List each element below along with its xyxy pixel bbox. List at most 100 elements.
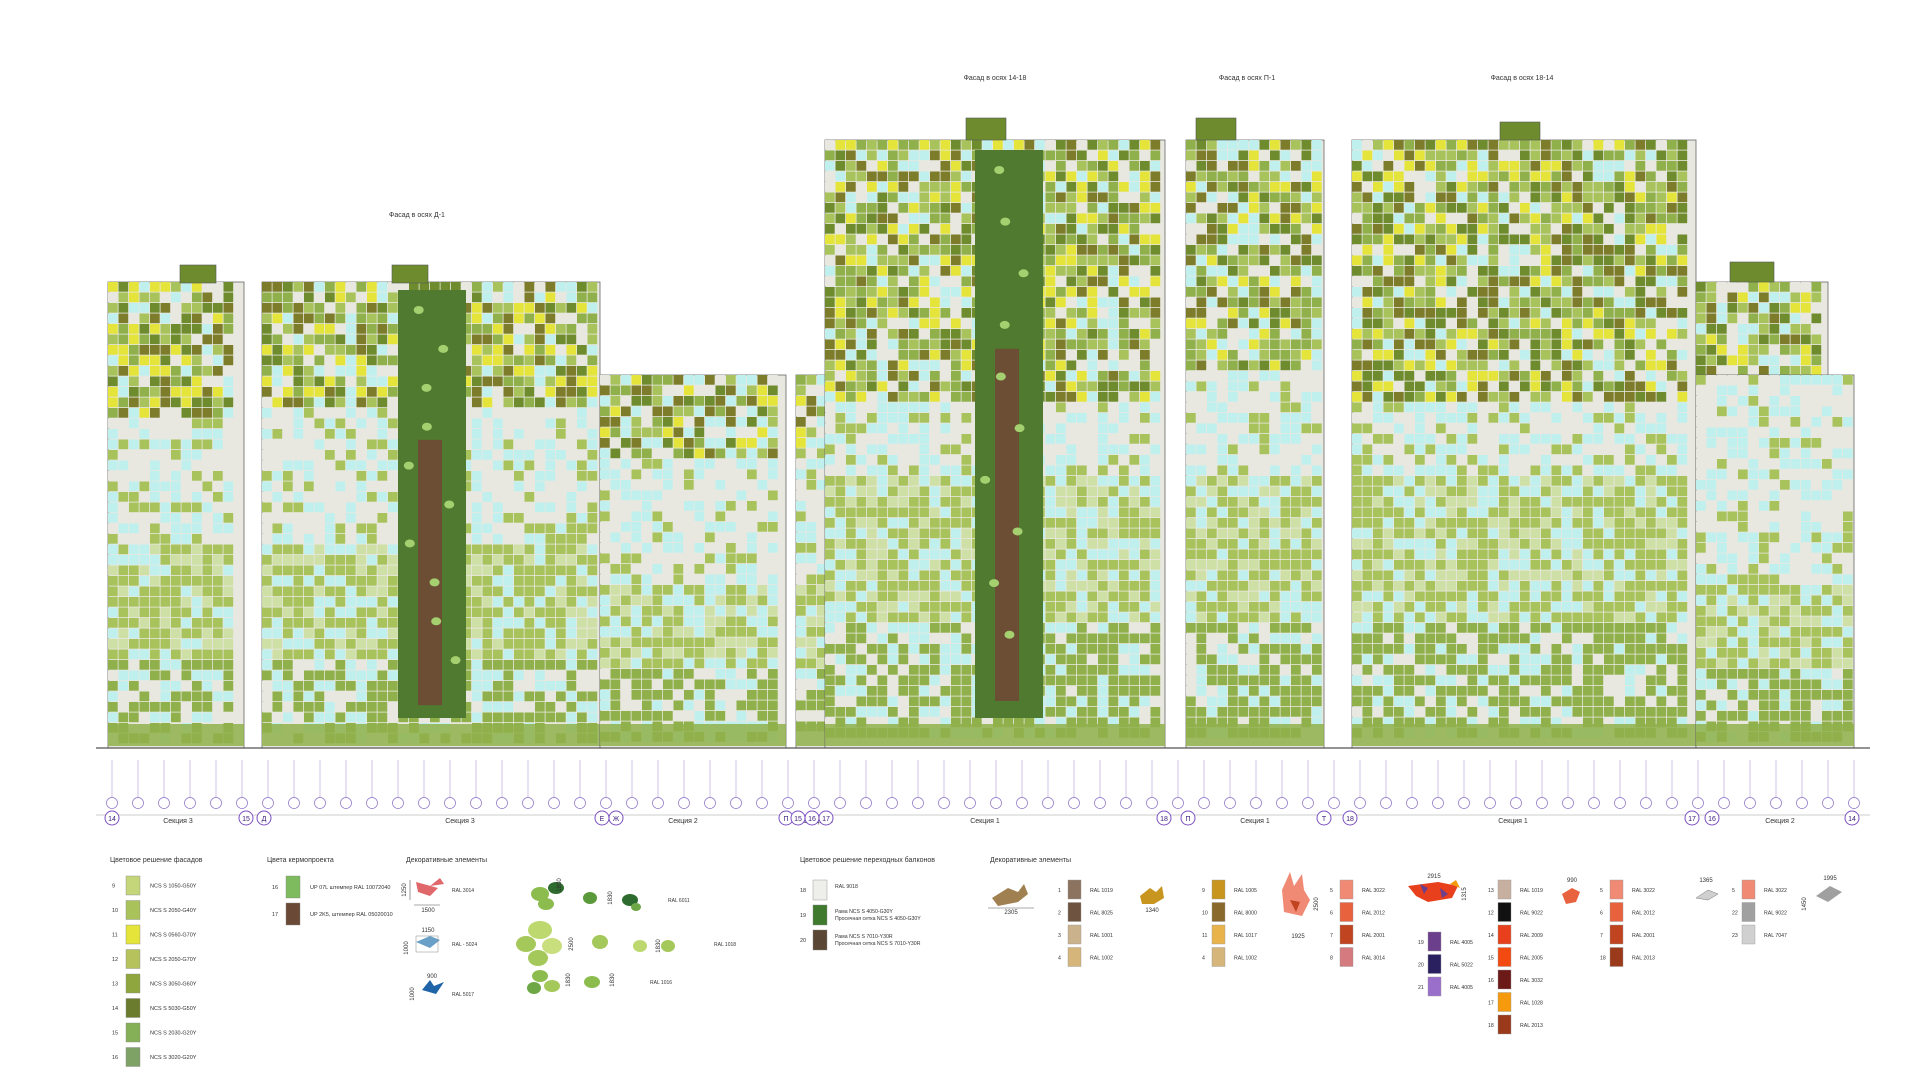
- legend-row: 2 RAL 8025: [1058, 902, 1113, 922]
- legend-code: RAL 1017: [1234, 933, 1257, 939]
- axis-marker-label: Ж: [613, 816, 620, 823]
- color-swatch: [812, 929, 828, 951]
- legend-code: RAL 2012: [1362, 911, 1385, 917]
- facade-block: [1185, 139, 1325, 749]
- dim-label: 2500: [1314, 897, 1320, 911]
- legend-code: Рама NCS S 4050-G30Y: [835, 909, 893, 915]
- legend-code: RAL 6011: [668, 898, 690, 904]
- leaf-cluster-icon: [516, 921, 675, 966]
- legend-row: 15 RAL 2005: [1488, 947, 1543, 967]
- legend-num: 16: [272, 885, 278, 891]
- axis-marker-label: Д: [262, 816, 267, 823]
- legend-code: RAL 3014: [1362, 956, 1385, 962]
- axis-grid: [96, 760, 1870, 816]
- color-swatch: [1339, 902, 1354, 922]
- legend-facade-colors: Цветовое решение фасадов 9 NCS S 1050-G50…: [110, 857, 203, 1067]
- legend-code: NCS S 2050-G70Y: [150, 957, 197, 963]
- legend-code: RAL 2013: [1632, 956, 1655, 962]
- legend-code: NCS S 2030-G20Y: [150, 1031, 197, 1037]
- facade-title-p1: Фасад в осях П-1: [1219, 75, 1275, 82]
- color-swatch: [1067, 879, 1082, 900]
- legend-code: RAL 1002: [1090, 956, 1113, 962]
- dim-label: 900: [427, 974, 438, 980]
- color-swatch: [1609, 902, 1624, 922]
- axis-marker: 14: [1844, 810, 1860, 826]
- color-swatch: [1339, 924, 1354, 945]
- legend-num: 18: [800, 888, 806, 894]
- legend-num: 23: [1732, 933, 1738, 939]
- legend-decor-right: Декоративные элементы 2305 1340 1925 250…: [988, 857, 1842, 1035]
- dim-label: 2305: [1004, 910, 1018, 916]
- legend-title: Цвета кермопроекта: [267, 857, 334, 864]
- legend-title: Декоративные элементы: [406, 857, 487, 864]
- axis-marker: 16: [804, 810, 820, 826]
- legend-num: 22: [1732, 911, 1738, 917]
- color-swatch: [1497, 992, 1512, 1012]
- dim-label: 1830: [608, 891, 614, 905]
- facade-buildings: [107, 117, 1855, 749]
- section-label: Секция 1: [1498, 818, 1528, 825]
- axis-marker-label: Т: [1322, 816, 1327, 823]
- dim-label: 990: [1567, 878, 1578, 884]
- legend-code: NCS S 2050-G40Y: [150, 908, 197, 914]
- axis-marker-label: 16: [808, 816, 816, 823]
- legend-num: 17: [272, 912, 278, 918]
- section-label: Секция 1: [970, 818, 1000, 825]
- legend-num: 20: [800, 938, 806, 944]
- axis-marker-label: 17: [1688, 816, 1696, 823]
- legend-code: RAL 2005: [1520, 956, 1543, 962]
- legend-num: 9: [1202, 888, 1205, 894]
- legend-row: 23 RAL 7047: [1732, 924, 1787, 945]
- color-swatch: [285, 875, 301, 899]
- color-swatch: [1339, 879, 1354, 900]
- legend-code: RAL 9022: [1764, 911, 1787, 917]
- section-label: Секция 2: [1765, 818, 1795, 825]
- facade-block: [107, 281, 245, 749]
- dim-label: 1315: [1462, 887, 1468, 901]
- legend-num: 10: [112, 908, 118, 914]
- axis-marker: П: [1180, 810, 1196, 826]
- color-swatch: [125, 900, 141, 920]
- axis-marker: 15: [790, 810, 806, 826]
- legend-row: 5 RAL 3022: [1600, 879, 1655, 900]
- section-label: Секция 1: [1240, 818, 1270, 825]
- legend-row: 14 RAL 2009: [1488, 924, 1543, 945]
- facade-block: [1695, 374, 1855, 749]
- color-swatch: [1339, 947, 1354, 967]
- legend-code: RAL 3022: [1632, 888, 1655, 894]
- legend-code: RAL 1028: [1520, 1001, 1543, 1007]
- legend-row: 7 RAL 2001: [1600, 924, 1655, 945]
- legend-num: 16: [112, 1055, 118, 1061]
- goat-icon: 1340: [1140, 886, 1164, 914]
- axis-marker-label: 15: [794, 816, 802, 823]
- legend-num: 15: [1488, 956, 1494, 962]
- dim-label: 1150: [422, 928, 436, 934]
- color-swatch: [1609, 947, 1624, 967]
- dim-label: 1995: [1823, 876, 1837, 882]
- legend-num: 5: [1330, 888, 1333, 894]
- legend-row: 16 UP 07L штемпер RAL 10072040: [272, 875, 390, 899]
- dim-label: 1925: [1291, 934, 1305, 940]
- color-swatch: [125, 875, 141, 896]
- legend-num: 7: [1330, 933, 1333, 939]
- section-label: Секция 2: [668, 818, 698, 825]
- legend-num: 6: [1600, 911, 1603, 917]
- legend-code: RAL 5017: [452, 992, 474, 998]
- legend-code: NCS S 3020-G20Y: [150, 1055, 197, 1061]
- legend-code: RAL 1019: [1090, 888, 1113, 894]
- axis-marker: Д: [256, 810, 272, 826]
- legend-code: RAL 3022: [1362, 888, 1385, 894]
- dim-label: 2500: [569, 937, 575, 951]
- legend-code: NCS S 0560-G70Y: [150, 933, 197, 939]
- roof-structure: [1729, 261, 1775, 283]
- legend-planter-colors: Цвета кермопроекта 16 UP 07L штемпер RAL …: [267, 857, 393, 926]
- color-swatch: [125, 949, 141, 969]
- legend-num: 12: [112, 957, 118, 963]
- legend-code: RAL 2013: [1520, 1023, 1543, 1029]
- legend-row: 4 RAL 1002: [1202, 947, 1257, 967]
- legend-num: 9: [112, 884, 115, 890]
- color-swatch: [1497, 1014, 1512, 1035]
- color-swatch: [1427, 976, 1442, 997]
